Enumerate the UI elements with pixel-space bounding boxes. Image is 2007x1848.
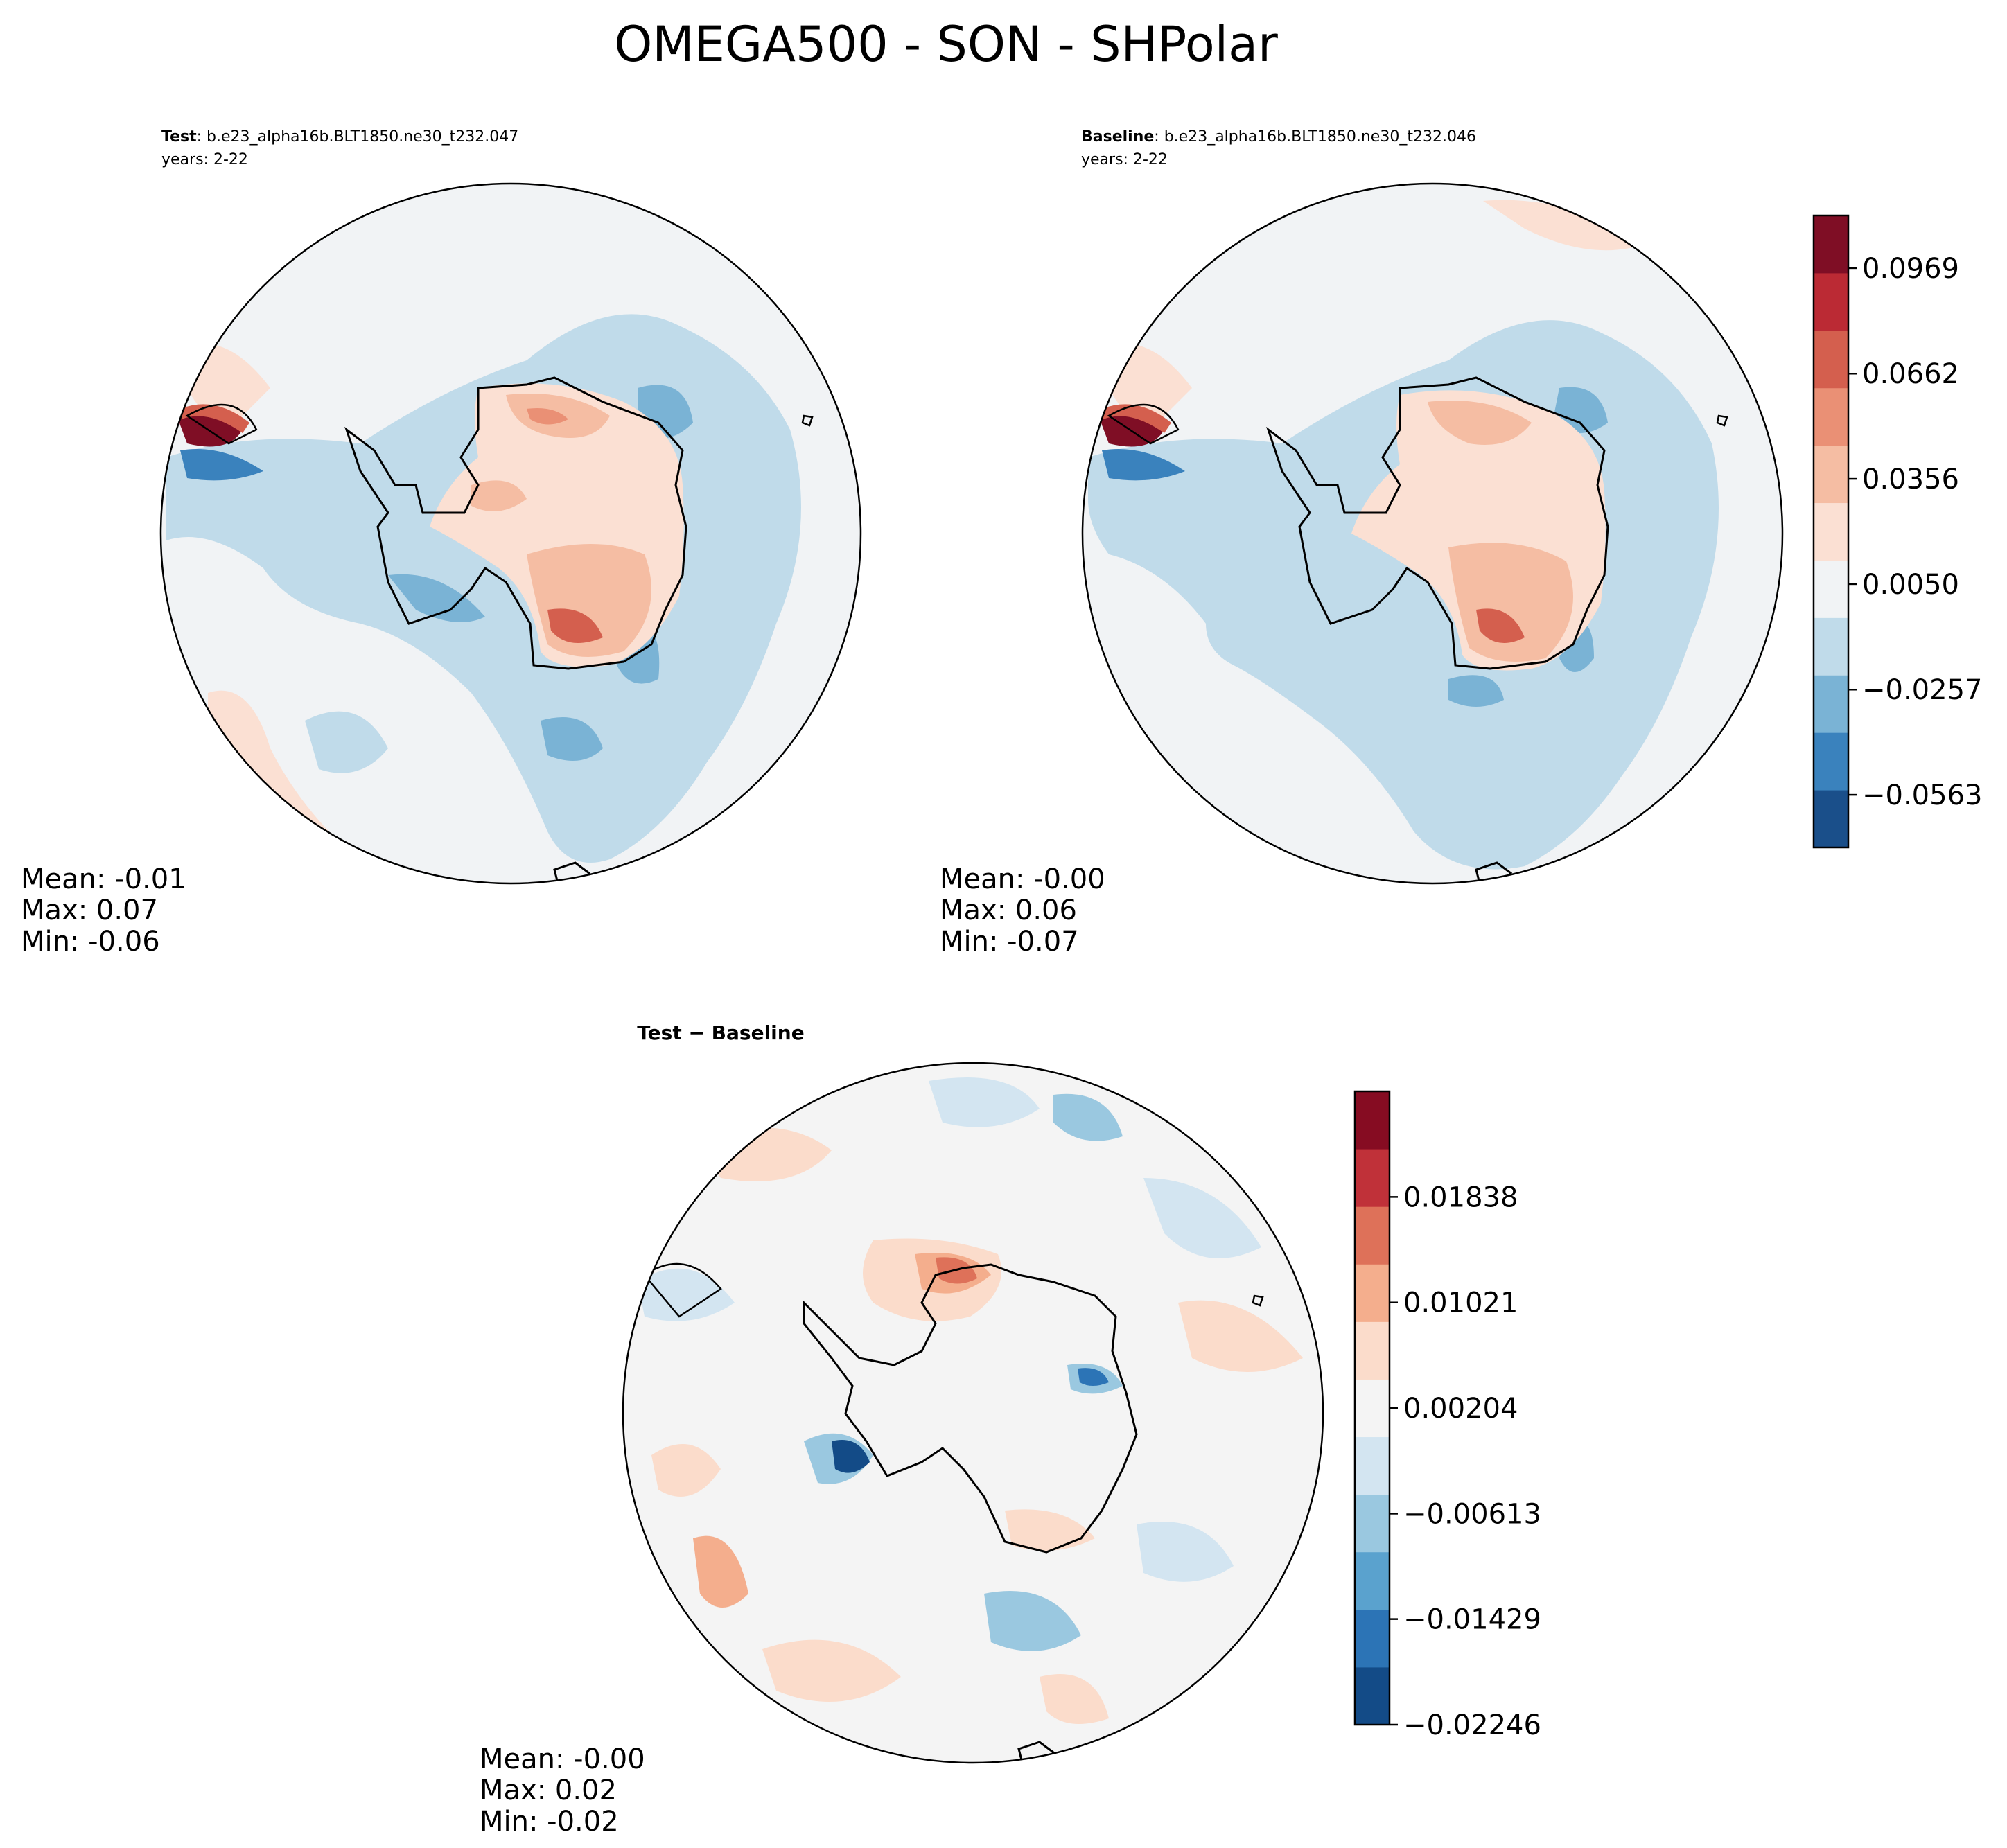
main-colorbar-tick-label: 0.0050 [1862,569,1959,601]
diff-min: Min: -0.02 [480,1806,619,1838]
main-colorbar-band [1814,790,1848,848]
figure-title: OMEGA500 - SON - SHPolar [614,16,1278,73]
main-colorbar-band [1814,272,1848,331]
main-colorbar-band [1814,617,1848,676]
main-colorbar-band [1814,330,1848,389]
main-colorbar-band [1814,445,1848,504]
baseline-years: years: 2-22 [1081,151,1168,168]
diff-colorbar-band [1355,1321,1390,1380]
diff-colorbar-tick-label: 0.01838 [1403,1181,1518,1213]
diff-colorbar-tick-label: 0.01021 [1403,1287,1518,1319]
diff-colorbar-tick-label: −0.01429 [1403,1604,1541,1636]
diff-mean: Mean: -0.00 [480,1743,645,1775]
diff-colorbar-band [1355,1551,1390,1610]
main-colorbar-band [1814,215,1848,274]
baseline-label: Baseline [1081,128,1154,146]
panel-difference: Test − Baseline [480,1021,1324,1838]
diff-colorbar-band [1355,1609,1390,1668]
main-colorbar-tick-label: −0.0563 [1862,780,1982,811]
baseline-header: Baseline: b.e23_alpha16b.BLT1850.ne30_t2… [1081,128,1476,146]
diff-colorbar-band [1355,1494,1390,1553]
diff-colorbar-tick-label: −0.02246 [1403,1709,1541,1741]
diff-colorbar-band [1355,1666,1390,1725]
baseline-min: Min: -0.07 [940,926,1079,958]
diff-colorbar-band [1355,1379,1390,1438]
diff-map [623,1063,1323,1763]
test-header: Test: b.e23_alpha16b.BLT1850.ne30_t232.0… [161,128,518,146]
test-map [161,184,861,883]
diff-colorbar-band [1355,1149,1390,1207]
baseline-mean: Mean: -0.00 [940,863,1105,895]
test-case-name: : b.e23_alpha16b.BLT1850.ne30_t232.047 [197,128,519,146]
main-colorbar-band [1814,502,1848,561]
test-min: Min: -0.06 [21,926,160,958]
main-colorbar-band [1814,675,1848,733]
diff-colorbar-band [1355,1436,1390,1495]
baseline-case-name: : b.e23_alpha16b.BLT1850.ne30_t232.046 [1154,128,1476,146]
test-mean: Mean: -0.01 [21,863,186,895]
test-label: Test [161,128,197,146]
diff-max: Max: 0.02 [480,1775,617,1806]
baseline-map [1083,184,1782,883]
panel-test: Test: b.e23_alpha16b.BLT1850.ne30_t232.0… [21,128,862,958]
diff-colorbar-tick-label: −0.00613 [1403,1498,1541,1530]
diff-colorbar-band [1355,1091,1390,1150]
colorbar-main: 0.0969 0.0662 0.0356 0.0050 −0.0257 −0.0563 [1812,214,1982,849]
diff-colorbar-tick-label: 0.00204 [1403,1393,1518,1425]
colorbar-diff: 0.01838 0.01021 0.00204 −0.00613 −0.01429 −0.… [1353,1090,1541,1741]
main-colorbar-tick-label: 0.0969 [1862,253,1959,285]
main-colorbar-band [1814,732,1848,791]
main-colorbar-band [1814,387,1848,446]
main-colorbar-band [1814,560,1848,618]
baseline-max: Max: 0.06 [940,895,1077,926]
test-max: Max: 0.07 [21,895,158,926]
main-colorbar-tick-label: 0.0356 [1862,464,1959,495]
main-colorbar-tick-label: 0.0662 [1862,358,1959,390]
diff-colorbar-band [1355,1264,1390,1322]
main-colorbar-frame [1812,214,1850,849]
test-years: years: 2-22 [161,151,248,168]
main-colorbar-tick-label: −0.0257 [1862,674,1982,706]
diff-title: Test − Baseline [637,1021,804,1044]
diff-colorbar-band [1355,1206,1390,1265]
panel-baseline: Baseline: b.e23_alpha16b.BLT1850.ne30_t2… [940,128,1784,958]
